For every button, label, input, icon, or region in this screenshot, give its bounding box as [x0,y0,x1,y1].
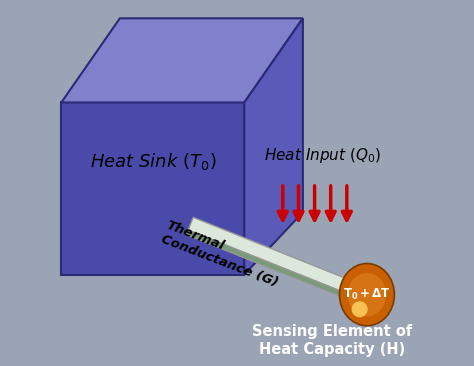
Ellipse shape [339,264,394,326]
Polygon shape [188,217,358,296]
Ellipse shape [352,301,368,317]
Text: $\mathbf{T_0+\Delta T}$: $\mathbf{T_0+\Delta T}$ [343,287,391,302]
Text: Sensing Element of
Heat Capacity (H): Sensing Element of Heat Capacity (H) [252,324,412,356]
Polygon shape [244,18,303,274]
Ellipse shape [348,273,386,316]
Polygon shape [61,18,303,102]
Polygon shape [61,102,244,274]
Text: Thermal
Conductance (G): Thermal Conductance (G) [159,219,285,290]
Ellipse shape [339,264,394,326]
Text: $\mathit{Heat\ Sink\ (T_0)}$: $\mathit{Heat\ Sink\ (T_0)}$ [90,150,216,172]
Polygon shape [186,230,353,300]
Text: $\mathit{Heat\ Input\ (Q_0)}$: $\mathit{Heat\ Input\ (Q_0)}$ [264,146,382,165]
